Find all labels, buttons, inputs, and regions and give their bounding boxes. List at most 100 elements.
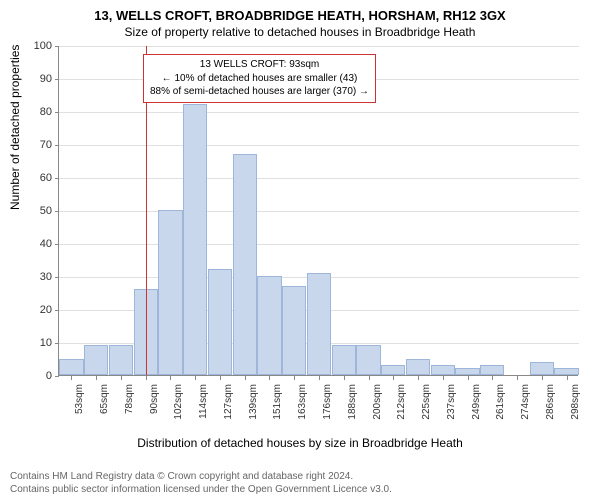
xtick-label: 90sqm [149, 384, 160, 414]
ytick-label: 40 [40, 238, 52, 250]
xtick-label: 225sqm [421, 384, 432, 420]
xtick-label: 249sqm [471, 384, 482, 420]
xtick-mark [443, 376, 444, 380]
histogram-bar [480, 365, 504, 375]
ytick-mark [55, 79, 59, 80]
histogram-bar [183, 104, 207, 375]
ytick-label: 70 [40, 139, 52, 151]
gridline [59, 46, 579, 47]
gridline [59, 178, 579, 179]
histogram-bar [109, 345, 133, 375]
histogram-bar [307, 273, 331, 375]
histogram-bar [381, 365, 405, 375]
xtick-label: 286sqm [545, 384, 556, 420]
xtick-label: 151sqm [272, 384, 283, 420]
y-axis-label: Number of detached properties [8, 45, 22, 210]
xtick-mark [146, 376, 147, 380]
ytick-mark [55, 211, 59, 212]
ytick-mark [55, 343, 59, 344]
ytick-label: 90 [40, 73, 52, 85]
xtick-mark [245, 376, 246, 380]
ytick-mark [55, 277, 59, 278]
histogram-bar [233, 154, 257, 375]
xtick-label: 212sqm [396, 384, 407, 420]
histogram-bar [431, 365, 455, 375]
xtick-mark [567, 376, 568, 380]
xtick-label: 188sqm [347, 384, 358, 420]
ytick-label: 100 [34, 40, 52, 52]
xtick-mark [121, 376, 122, 380]
histogram-bar [356, 345, 380, 375]
xtick-label: 114sqm [198, 384, 209, 419]
xtick-mark [418, 376, 419, 380]
ytick-label: 80 [40, 106, 52, 118]
xtick-mark [369, 376, 370, 380]
histogram-bar [406, 359, 430, 376]
annotation-line3: 88% of semi-detached houses are larger (… [150, 85, 369, 99]
ytick-label: 0 [46, 370, 52, 382]
xtick-mark [170, 376, 171, 380]
xtick-label: 298sqm [570, 384, 581, 420]
ytick-mark [55, 376, 59, 377]
histogram-bar [158, 210, 182, 375]
histogram-bar [59, 359, 83, 376]
annotation-box: 13 WELLS CROFT: 93sqm ← 10% of detached … [143, 54, 376, 103]
ytick-label: 10 [40, 337, 52, 349]
xtick-label: 200sqm [372, 384, 383, 420]
footer-line2: Contains public sector information licen… [10, 483, 392, 496]
histogram-bar [84, 345, 108, 375]
xtick-mark [96, 376, 97, 380]
xtick-mark [220, 376, 221, 380]
histogram-bar [282, 286, 306, 375]
footer: Contains HM Land Registry data © Crown c… [10, 470, 392, 496]
annotation-line2: ← 10% of detached houses are smaller (43… [150, 72, 369, 86]
gridline [59, 145, 579, 146]
histogram-bar [554, 368, 578, 375]
xtick-mark [344, 376, 345, 380]
xtick-label: 102sqm [173, 384, 184, 420]
xtick-label: 176sqm [322, 384, 333, 420]
histogram-bar [257, 276, 281, 375]
xtick-label: 261sqm [495, 384, 506, 420]
gridline [59, 112, 579, 113]
histogram-bar [208, 269, 232, 375]
ytick-label: 60 [40, 172, 52, 184]
annotation-line1: 13 WELLS CROFT: 93sqm [150, 58, 369, 72]
ytick-mark [55, 46, 59, 47]
chart-container: { "chart": { "type": "histogram", "title… [0, 0, 600, 500]
gridline [59, 211, 579, 212]
xtick-mark [71, 376, 72, 380]
ytick-mark [55, 112, 59, 113]
xtick-mark [393, 376, 394, 380]
xtick-label: 127sqm [223, 384, 234, 420]
xtick-label: 53sqm [74, 384, 85, 414]
ytick-mark [55, 145, 59, 146]
footer-line1: Contains HM Land Registry data © Crown c… [10, 470, 392, 483]
xtick-mark [468, 376, 469, 380]
x-axis-label: Distribution of detached houses by size … [0, 436, 600, 450]
xtick-mark [517, 376, 518, 380]
ytick-mark [55, 244, 59, 245]
histogram-bar [530, 362, 554, 375]
xtick-label: 78sqm [124, 384, 135, 414]
xtick-mark [294, 376, 295, 380]
xtick-label: 163sqm [297, 384, 308, 420]
gridline [59, 244, 579, 245]
ytick-mark [55, 310, 59, 311]
xtick-label: 237sqm [446, 384, 457, 420]
xtick-mark [492, 376, 493, 380]
xtick-label: 139sqm [248, 384, 259, 420]
xtick-label: 65sqm [99, 384, 110, 414]
xtick-mark [195, 376, 196, 380]
xtick-label: 274sqm [520, 384, 531, 420]
histogram-bar [332, 345, 356, 375]
chart-title: 13, WELLS CROFT, BROADBRIDGE HEATH, HORS… [0, 0, 600, 23]
xtick-mark [269, 376, 270, 380]
ytick-mark [55, 178, 59, 179]
xtick-mark [319, 376, 320, 380]
xtick-mark [542, 376, 543, 380]
histogram-bar [455, 368, 479, 375]
ytick-label: 30 [40, 271, 52, 283]
ytick-label: 50 [40, 205, 52, 217]
chart-subtitle: Size of property relative to detached ho… [0, 23, 600, 39]
